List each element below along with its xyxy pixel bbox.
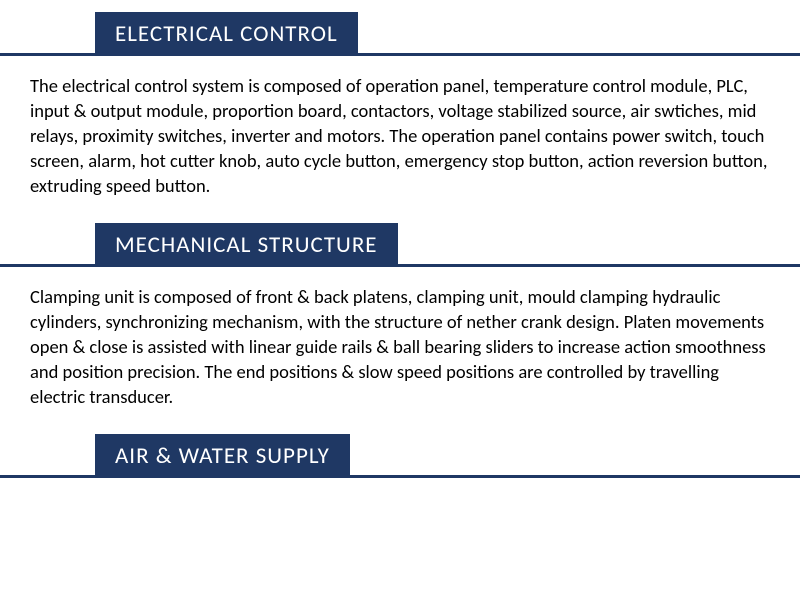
section-header: AIR & WATER SUPPLY (95, 434, 350, 478)
section-electrical-control: ELECTRICAL CONTROL The electrical contro… (0, 12, 800, 217)
section-header-wrap: MECHANICAL STRUCTURE (0, 223, 800, 267)
section-body-text: Clamping unit is composed of front & bac… (0, 267, 800, 428)
section-mechanical-structure: MECHANICAL STRUCTURE Clamping unit is co… (0, 223, 800, 428)
section-air-water-supply: AIR & WATER SUPPLY (0, 434, 800, 478)
section-body-text: The electrical control system is compose… (0, 56, 800, 217)
section-header-wrap: AIR & WATER SUPPLY (0, 434, 800, 478)
section-header-wrap: ELECTRICAL CONTROL (0, 12, 800, 56)
section-header: MECHANICAL STRUCTURE (95, 223, 398, 267)
section-header: ELECTRICAL CONTROL (95, 12, 358, 56)
